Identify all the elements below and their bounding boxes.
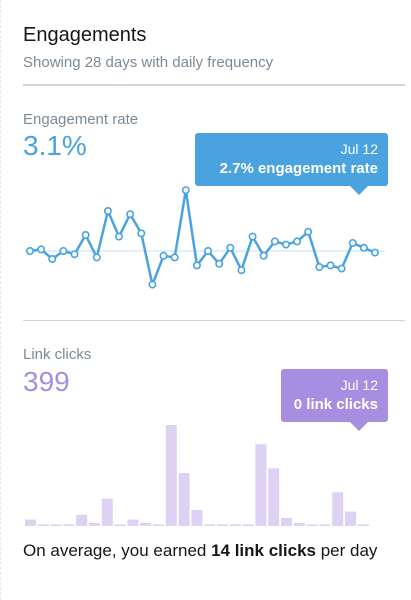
engagement-point[interactable] [115,232,124,241]
average-summary: On average, you earned 14 link clicks pe… [23,538,393,564]
link-clicks-bar[interactable] [268,468,280,526]
engagement-point[interactable] [237,266,246,275]
engagement-point[interactable] [370,248,379,257]
average-summary-suffix: per day [315,541,378,560]
link-clicks-bar[interactable] [229,524,241,526]
link-clicks-bar[interactable] [63,524,75,526]
engagement-point[interactable] [81,230,90,239]
engagement-point[interactable] [259,251,268,260]
average-summary-highlight: 14 link clicks [211,541,316,560]
panel-title: Engagements [23,24,147,46]
engagement-point[interactable] [181,186,190,195]
engagement-point[interactable] [226,243,235,252]
engagement-point[interactable] [37,245,46,254]
engagement-tooltip-text: 2.7% engagement rate [219,160,378,177]
engagement-point[interactable] [348,238,357,247]
engagement-point[interactable] [148,280,157,289]
link-clicks-chart[interactable] [1,416,411,526]
engagement-point[interactable] [281,240,290,249]
link-clicks-bar[interactable] [101,498,113,526]
engagement-point[interactable] [25,247,34,256]
engagement-point[interactable] [359,243,368,252]
link-clicks-bar[interactable] [281,517,292,526]
link-clicks-bar[interactable] [357,524,369,526]
engagement-rate-chart[interactable] [1,180,411,300]
link-clicks-tooltip: Jul 12 0 link clicks [281,369,388,431]
engagement-point[interactable] [70,250,79,259]
link-clicks-bar[interactable] [345,511,356,526]
engagement-point[interactable] [92,253,101,262]
engagement-point[interactable] [215,259,224,268]
engagement-point[interactable] [293,237,302,246]
engagement-point[interactable] [204,247,213,256]
link-clicks-bar[interactable] [89,522,100,526]
link-clicks-bar[interactable] [165,425,177,526]
header-divider [23,84,405,86]
engagement-point[interactable] [170,253,179,262]
engagement-point[interactable] [137,229,146,238]
engagement-point[interactable] [337,264,346,273]
link-clicks-bar[interactable] [319,524,331,526]
engagement-point[interactable] [126,210,135,219]
link-clicks-label: Link clicks [23,346,92,363]
engagement-point[interactable] [326,261,335,270]
link-clicks-bar[interactable] [255,444,267,526]
link-clicks-bar[interactable] [217,524,228,526]
link-clicks-bar[interactable] [114,524,126,526]
link-clicks-bar[interactable] [332,492,344,526]
link-clicks-bar[interactable] [153,524,164,526]
panel-subtitle: Showing 28 days with daily frequency [23,54,274,71]
section-divider [23,320,405,321]
link-clicks-bar[interactable] [293,522,305,526]
link-clicks-bar[interactable] [50,524,62,526]
link-clicks-bar[interactable] [37,524,49,526]
link-clicks-tooltip-date: Jul 12 [340,377,378,393]
link-clicks-bar[interactable] [242,524,254,526]
engagement-point[interactable] [248,232,257,241]
engagement-point[interactable] [103,206,112,215]
engagement-point[interactable] [315,263,324,272]
engagement-point[interactable] [304,227,313,236]
engagement-point[interactable] [59,247,68,256]
link-clicks-bar[interactable] [306,524,318,526]
link-clicks-bar[interactable] [204,524,216,526]
engagement-point[interactable] [48,255,57,264]
average-summary-prefix: On average, you earned [23,541,212,560]
engagement-rate-value: 3.1% [23,130,87,161]
engagement-point[interactable] [192,261,201,270]
link-clicks-bar[interactable] [76,514,88,526]
link-clicks-bar[interactable] [140,522,152,526]
engagement-series-line [29,188,376,286]
engagement-tooltip: Jul 12 2.7% engagement rate [195,133,388,195]
link-clicks-bar[interactable] [191,509,203,526]
engagement-point[interactable] [270,237,279,246]
link-clicks-bar[interactable] [25,519,36,526]
link-clicks-value: 399 [23,366,70,397]
link-clicks-bar[interactable] [127,519,139,526]
engagement-point[interactable] [159,251,168,260]
engagement-tooltip-date: Jul 12 [340,141,378,157]
engagement-rate-label: Engagement rate [23,111,139,128]
link-clicks-tooltip-text: 0 link clicks [293,396,378,413]
link-clicks-bar[interactable] [178,473,190,526]
